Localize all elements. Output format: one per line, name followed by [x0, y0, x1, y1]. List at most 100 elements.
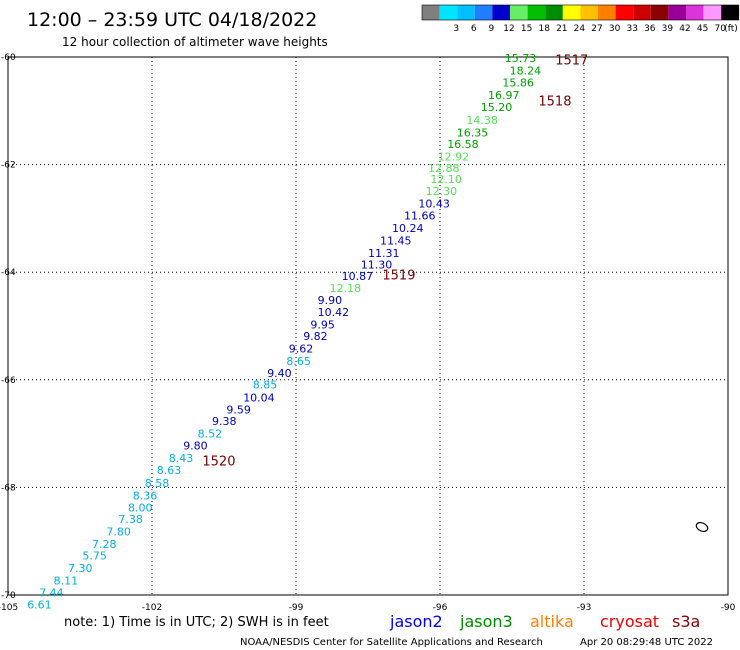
wave-height-value: 9.82 [303, 330, 328, 343]
satellite-legend: jason2 jason3 altika cryosat s3a [389, 612, 700, 631]
wave-height-value: 8.58 [145, 477, 170, 490]
y-tick-label: -64 [1, 268, 16, 278]
legend-swatch [492, 5, 510, 20]
wave-height-value: 15.73 [505, 52, 537, 65]
legend-label: 21 [556, 24, 567, 34]
wave-height-value: 6.61 [27, 599, 52, 612]
wave-height-value: 8.00 [128, 501, 153, 514]
wave-height-value: 7.80 [106, 526, 130, 539]
legend-label: 42 [679, 24, 690, 34]
footer-credit: NOAA/NESDIS Center for Satellite Applica… [240, 637, 543, 648]
legend-swatch [598, 5, 616, 20]
legend-label: 70 [714, 24, 726, 34]
y-tick-label: -68 [1, 483, 16, 493]
y-tick-label: -62 [1, 161, 16, 171]
legend-swatch [510, 5, 528, 20]
legend-label: 30 [609, 24, 621, 34]
wave-height-value: 11.31 [368, 247, 400, 260]
pass-time-label: 1518 [538, 95, 571, 110]
x-tick-label: -102 [142, 603, 162, 613]
wave-height-value: 8.11 [54, 574, 79, 587]
wave-height-value: 16.35 [457, 126, 489, 139]
pass-time-label: 1517 [555, 54, 588, 69]
wave-height-value: 15.86 [502, 76, 534, 89]
legend-swatch [686, 5, 704, 20]
legend-swatch [474, 5, 493, 20]
legend-swatch [580, 5, 598, 20]
x-tick-label: -96 [433, 603, 448, 613]
wave-height-measurements: 15.7318.2415.8616.9715.2014.3816.3516.58… [27, 52, 541, 612]
x-tick-label: -93 [577, 603, 592, 613]
wave-height-value: 14.38 [466, 114, 498, 127]
wave-height-value: 12.30 [426, 185, 458, 198]
wave-height-value: 8.43 [169, 452, 194, 465]
satellite-name: s3a [672, 612, 700, 631]
wave-height-value: 12.92 [438, 151, 470, 164]
wave-height-value: 11.66 [404, 210, 436, 223]
wave-height-value: 18.24 [510, 64, 541, 77]
legend-swatch [439, 5, 458, 20]
wave-height-value: 9.95 [310, 318, 335, 331]
legend-swatch [668, 5, 686, 20]
x-tick-label: -90 [721, 603, 736, 613]
legend-swatch [721, 5, 739, 20]
legend-swatch [615, 5, 634, 20]
wave-height-value: 11.45 [380, 234, 412, 247]
legend-unit: (ft) [724, 24, 738, 34]
y-tick-label: -70 [1, 591, 16, 601]
legend-label: 39 [662, 24, 674, 34]
wave-height-value: 7.44 [39, 586, 64, 599]
legend-swatch [703, 5, 722, 20]
wave-height-value: 10.04 [243, 392, 275, 405]
x-tick-label: -105 [0, 603, 18, 613]
legend-swatch [650, 5, 669, 20]
x-tick-label: -99 [289, 603, 304, 613]
wave-height-value: 9.40 [267, 367, 292, 380]
wave-height-value: 16.58 [447, 138, 479, 151]
longitude-tick-labels: -105 -102 -99 -96 -93 -90 [0, 603, 736, 613]
wave-height-color-legend: 3 6 9 12 15 18 21 24 27 30 33 36 39 42 45 70(ft) [421, 4, 740, 34]
legend-label: 18 [538, 24, 550, 34]
lat-lon-grid [8, 57, 728, 595]
legend-swatch [457, 5, 475, 20]
legend-label: 9 [489, 24, 495, 34]
wave-height-value: 5.75 [82, 550, 107, 563]
satellite-name: altika [530, 612, 574, 631]
legend-label: 33 [626, 24, 637, 34]
wave-height-value: 7.38 [118, 513, 142, 526]
legend-swatch [422, 5, 440, 20]
wave-height-value: 9.38 [212, 415, 237, 428]
wave-height-value: 9.62 [289, 343, 314, 356]
legend-label: 27 [591, 24, 602, 34]
wave-height-value: 8.52 [198, 428, 223, 441]
pass-time-label: 1520 [202, 455, 235, 470]
legend-swatch [562, 5, 581, 20]
legend-label: 12 [503, 24, 514, 34]
legend-swatch [527, 5, 546, 20]
legend-label: 36 [644, 24, 656, 34]
wave-height-value: 8.63 [157, 464, 182, 477]
satellite-name: jason3 [459, 612, 513, 631]
wave-height-value: 8.85 [253, 379, 277, 392]
wave-height-value: 11.30 [361, 259, 393, 272]
footer-note: note: 1) Time is in UTC; 2) SWH is in fe… [64, 615, 329, 630]
legend-border [421, 4, 740, 21]
wave-height-value: 9.90 [318, 294, 343, 307]
wave-height-value: 7.28 [92, 538, 117, 551]
wave-height-value: 9.80 [183, 439, 208, 452]
wave-height-value: 12.10 [430, 173, 462, 186]
legend-label: 45 [697, 24, 708, 34]
legend-swatch [633, 5, 651, 20]
wave-height-value: 10.24 [392, 222, 424, 235]
latitude-tick-labels: -60 -62 -64 -66 -68 -70 [1, 53, 16, 601]
wave-height-value: 15.20 [481, 101, 513, 114]
y-tick-label: -66 [1, 376, 16, 386]
island-outline [695, 521, 709, 533]
map-subtitle: 12 hour collection of altimeter wave hei… [62, 35, 328, 49]
pass-time-labels: 1517 1518 1519 1520 [202, 54, 588, 470]
wave-height-value: 16.97 [488, 89, 520, 102]
wave-height-value: 10.87 [342, 270, 374, 283]
wave-height-value: 12.88 [428, 162, 460, 175]
wave-height-value: 10.42 [318, 306, 350, 319]
